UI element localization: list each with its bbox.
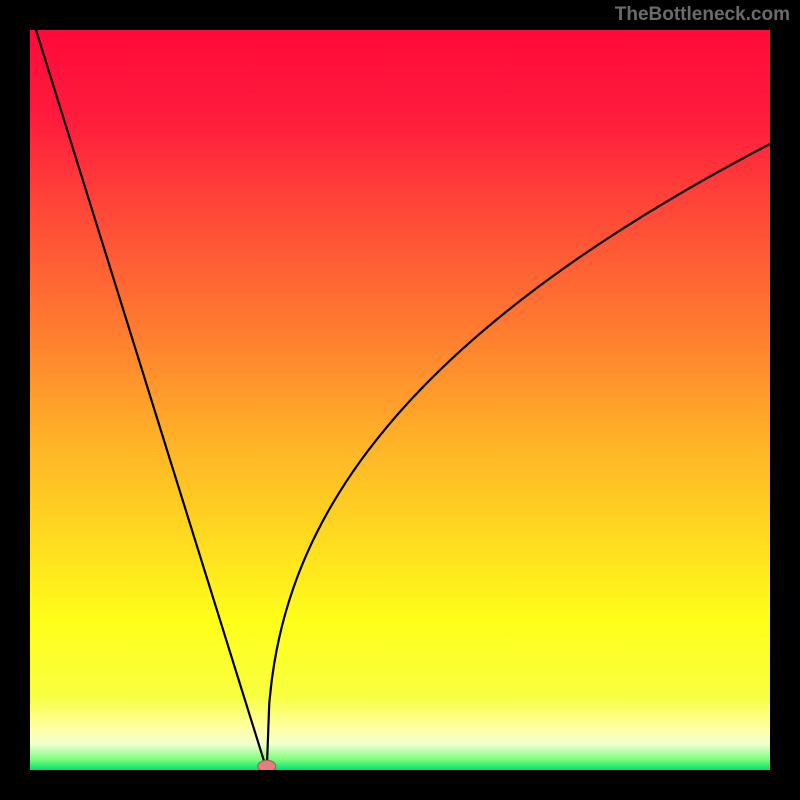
curve-layer (30, 30, 770, 770)
chart-container: TheBottleneck.com (0, 0, 800, 800)
source-watermark: TheBottleneck.com (615, 4, 790, 26)
optimal-point-marker (258, 760, 276, 770)
plot-area (30, 30, 770, 770)
bottleneck-curve (30, 30, 770, 770)
